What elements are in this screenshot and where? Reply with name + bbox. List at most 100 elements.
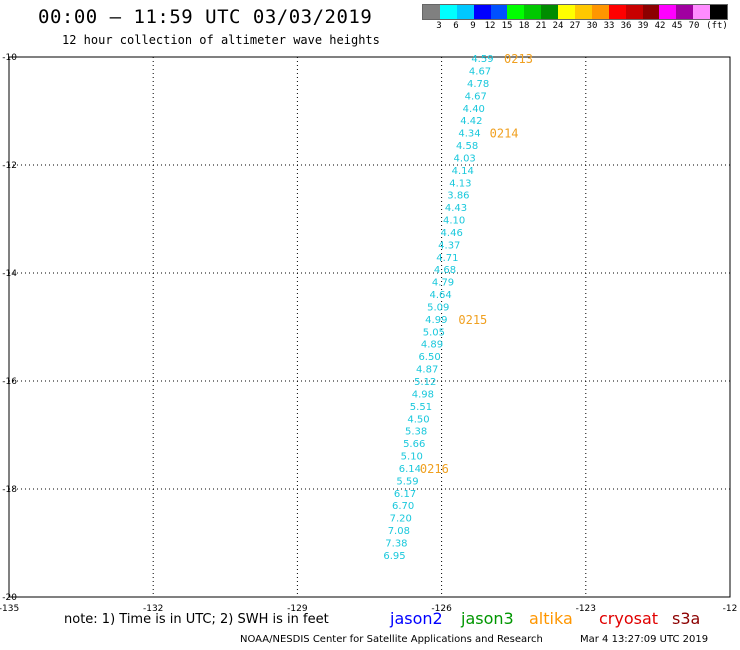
swh-point-label: 4.10 (443, 216, 465, 227)
colorbar-label: 39 (637, 21, 649, 31)
swh-point-label: 4.34 (458, 129, 480, 140)
x-tick-label: -123 (576, 604, 596, 614)
swh-point-label: 4.50 (407, 414, 429, 425)
x-tick-label: -132 (143, 604, 163, 614)
swh-point-label: 5.05 (423, 327, 445, 338)
x-tick-label: -129 (287, 604, 308, 614)
colorbar-label: 33 (603, 21, 615, 31)
colorbar-swatch (541, 5, 559, 19)
colorbar-swatch (507, 5, 525, 19)
swh-point-label: 4.68 (434, 265, 456, 276)
swh-point-label: 4.13 (449, 178, 471, 189)
colorbar-label: 27 (569, 21, 581, 31)
swh-point-label: 5.59 (396, 476, 418, 487)
swh-point-label: 4.67 (469, 67, 491, 78)
colorbar-swatch (710, 5, 728, 19)
swh-point-label: 5.38 (405, 427, 427, 438)
colorbar-swatch (423, 5, 440, 19)
colorbar-swatch (473, 5, 491, 19)
swh-point-label: 4.78 (467, 79, 489, 90)
swh-point-label: 4.14 (452, 166, 474, 177)
colorbar-swatch (439, 5, 457, 19)
swh-point-label: 4.67 (465, 91, 487, 102)
swh-point-label: 4.37 (438, 240, 460, 251)
swh-point-label: 4.40 (463, 104, 485, 115)
y-tick-label: -12 (2, 161, 17, 171)
colorbar-swatch (575, 5, 592, 19)
swh-point-label: 4.46 (441, 228, 463, 239)
colorbar-swatch (591, 5, 609, 19)
time-label: 0216 (420, 462, 449, 476)
swh-point-label: 7.08 (388, 526, 410, 537)
swh-point-label: 4.58 (456, 141, 478, 152)
colorbar-label: 15 (501, 21, 513, 31)
credit-text: NOAA/NESDIS Center for Satellite Applica… (240, 634, 543, 645)
colorbar (422, 4, 728, 20)
colorbar-swatch (676, 5, 694, 19)
swh-point-label: 6.17 (394, 489, 416, 500)
swh-point-label: 4.87 (416, 365, 438, 376)
colorbar-label: 70 (688, 21, 700, 31)
time-label: 0215 (458, 313, 487, 327)
colorbar-label: 24 (552, 21, 564, 31)
colorbar-swatch (625, 5, 643, 19)
axis-ticks: -135 -132 -129 -126 -123 -12 -10 -12 -14 -16 -18 -2… (0, 53, 737, 614)
swh-point-label: 4.79 (432, 278, 454, 289)
y-tick-label: -10 (2, 53, 17, 63)
colorbar-label: 30 (586, 21, 598, 31)
colorbar-label: 45 (671, 21, 683, 31)
swh-point-label: 7.20 (390, 514, 412, 525)
colorbar-label: 12 (484, 21, 496, 31)
chart-subtitle: 12 hour collection of altimeter wave hei… (62, 33, 380, 47)
chart-title: 00:00 — 11:59 UTC 03/03/2019 (38, 6, 373, 28)
plot-frame (8, 56, 731, 598)
swh-point-label: 5.12 (414, 377, 436, 388)
colorbar-label: 3 (436, 21, 442, 31)
colorbar-label: 9 (470, 21, 476, 31)
gridlines (9, 57, 730, 597)
footer-note: note: 1) Time is in UTC; 2) SWH is in fe… (64, 612, 329, 627)
swh-point-label: 4.99 (425, 315, 447, 326)
y-tick-label: -14 (2, 269, 17, 279)
colorbar-swatch (558, 5, 576, 19)
colorbar-swatch (490, 5, 508, 19)
swh-point-label: 5.66 (403, 439, 425, 450)
x-tick-label: -12 (723, 604, 738, 614)
colorbar-swatch (456, 5, 474, 19)
time-labels: 0213 0214 0215 0216 (420, 52, 533, 476)
swh-point-label: 4.59 (471, 54, 493, 65)
colorbar-label: 21 (535, 21, 547, 31)
colorbar-labels: 3 6 9 12 15 18 21 24 27 30 33 36 39 42 45 70 (ft) (422, 21, 740, 35)
y-tick-label: -20 (2, 593, 17, 603)
colorbar-swatch (693, 5, 711, 19)
swh-point-label: 5.51 (410, 402, 432, 413)
colorbar-label: 6 (453, 21, 459, 31)
y-tick-label: -18 (2, 485, 17, 495)
colorbar-label: 36 (620, 21, 632, 31)
legend-jason2: jason2 (390, 609, 443, 628)
colorbar-label: 42 (654, 21, 666, 31)
swh-point-label: 4.89 (421, 340, 443, 351)
swh-point-label: 4.03 (454, 153, 476, 164)
x-tick-label: -135 (0, 604, 19, 614)
swh-point-label: 4.98 (412, 389, 434, 400)
swh-point-label: 4.71 (436, 253, 458, 264)
swh-point-label: 6.14 (399, 464, 421, 475)
colorbar-swatch (524, 5, 542, 19)
swh-point-label: 5.09 (427, 302, 449, 313)
x-tick-label: -126 (431, 604, 452, 614)
swh-point-label: 5.10 (401, 452, 423, 463)
swh-point-label: 4.64 (430, 290, 452, 301)
y-tick-label: -16 (2, 377, 17, 387)
time-label: 0214 (490, 127, 519, 141)
colorbar-swatch (659, 5, 677, 19)
swh-point-label: 7.38 (385, 538, 407, 549)
legend-altika: altika (529, 609, 573, 628)
swh-point-label: 6.70 (392, 501, 414, 512)
timestamp: Mar 4 13:27:09 UTC 2019 (580, 634, 709, 645)
swh-point-label: 4.42 (460, 116, 482, 127)
time-label: 0213 (504, 52, 533, 66)
legend-s3a: s3a (672, 609, 701, 628)
swh-point-label: 4.43 (445, 203, 467, 214)
